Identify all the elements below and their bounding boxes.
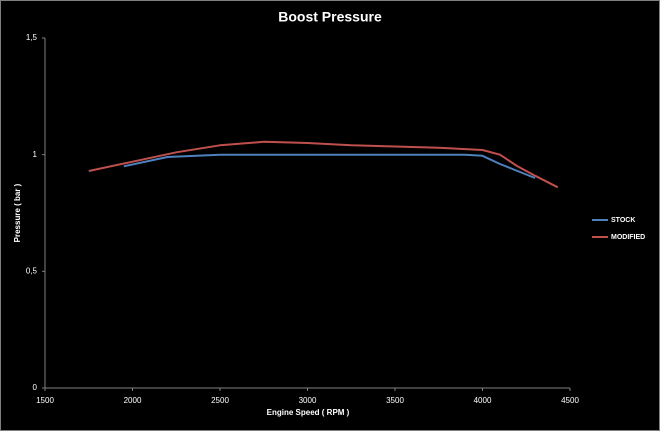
legend-label: STOCK <box>611 217 635 224</box>
x-tick-label: 2500 <box>211 396 229 405</box>
y-axis-label: Pressure ( bar ) <box>13 183 22 242</box>
y-tick-label: 0,5 <box>26 266 38 275</box>
x-tick-label: 4500 <box>561 396 579 405</box>
series-line <box>88 140 559 189</box>
chart-title: Boost Pressure <box>278 9 382 25</box>
y-tick-label: 1,5 <box>26 33 38 42</box>
x-tick-label: 4000 <box>474 396 492 405</box>
x-tick-label: 1500 <box>36 396 54 405</box>
y-tick-label: 0 <box>33 383 38 392</box>
legend-label: MODIFIED <box>611 234 645 241</box>
x-tick-label: 3000 <box>299 396 317 405</box>
y-tick-label: 1 <box>33 150 38 159</box>
x-axis-label: Engine Speed ( RPM ) <box>267 408 350 417</box>
x-tick-label: 2000 <box>124 396 142 405</box>
series-line <box>123 153 536 179</box>
x-tick-label: 3500 <box>386 396 404 405</box>
